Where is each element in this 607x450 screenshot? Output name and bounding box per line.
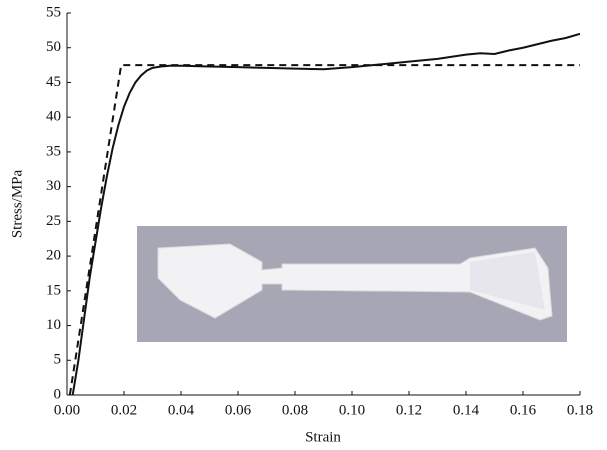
x-tick-label: 0.08 bbox=[282, 402, 308, 418]
x-tick-label: 0.10 bbox=[339, 402, 365, 418]
y-tick-label: 25 bbox=[46, 213, 61, 229]
x-tick-label: 0.18 bbox=[567, 402, 593, 418]
y-tick-label: 10 bbox=[46, 317, 61, 333]
specimen bbox=[157, 243, 553, 321]
y-tick-label: 55 bbox=[46, 4, 61, 20]
x-tick-label: 0.16 bbox=[510, 402, 537, 418]
y-tick-label: 0 bbox=[54, 386, 62, 402]
series-line bbox=[71, 32, 581, 396]
specimen-grip bbox=[470, 252, 545, 310]
y-tick-label: 20 bbox=[46, 248, 61, 264]
y-tick-label: 50 bbox=[46, 39, 61, 55]
inset-photo bbox=[137, 226, 567, 342]
x-tick-label: 0.06 bbox=[225, 402, 252, 418]
y-axis-label: Stress/MPa bbox=[9, 169, 25, 238]
y-tick-label: 15 bbox=[46, 282, 61, 298]
x-tick-label: 0.12 bbox=[396, 402, 422, 418]
y-tick-label: 30 bbox=[46, 178, 61, 194]
x-tick-label: 0.02 bbox=[111, 402, 137, 418]
x-axis-label: Strain bbox=[305, 429, 341, 445]
y-tick-label: 5 bbox=[54, 352, 62, 368]
series-line bbox=[68, 64, 580, 396]
y-tick-label: 40 bbox=[46, 109, 61, 125]
x-tick-label: 0.04 bbox=[168, 402, 195, 418]
y-tick-label: 45 bbox=[46, 74, 61, 90]
x-tick-label: 0.00 bbox=[54, 402, 80, 418]
y-tick-label: 35 bbox=[46, 143, 61, 159]
x-tick-label: 0.14 bbox=[453, 402, 480, 418]
